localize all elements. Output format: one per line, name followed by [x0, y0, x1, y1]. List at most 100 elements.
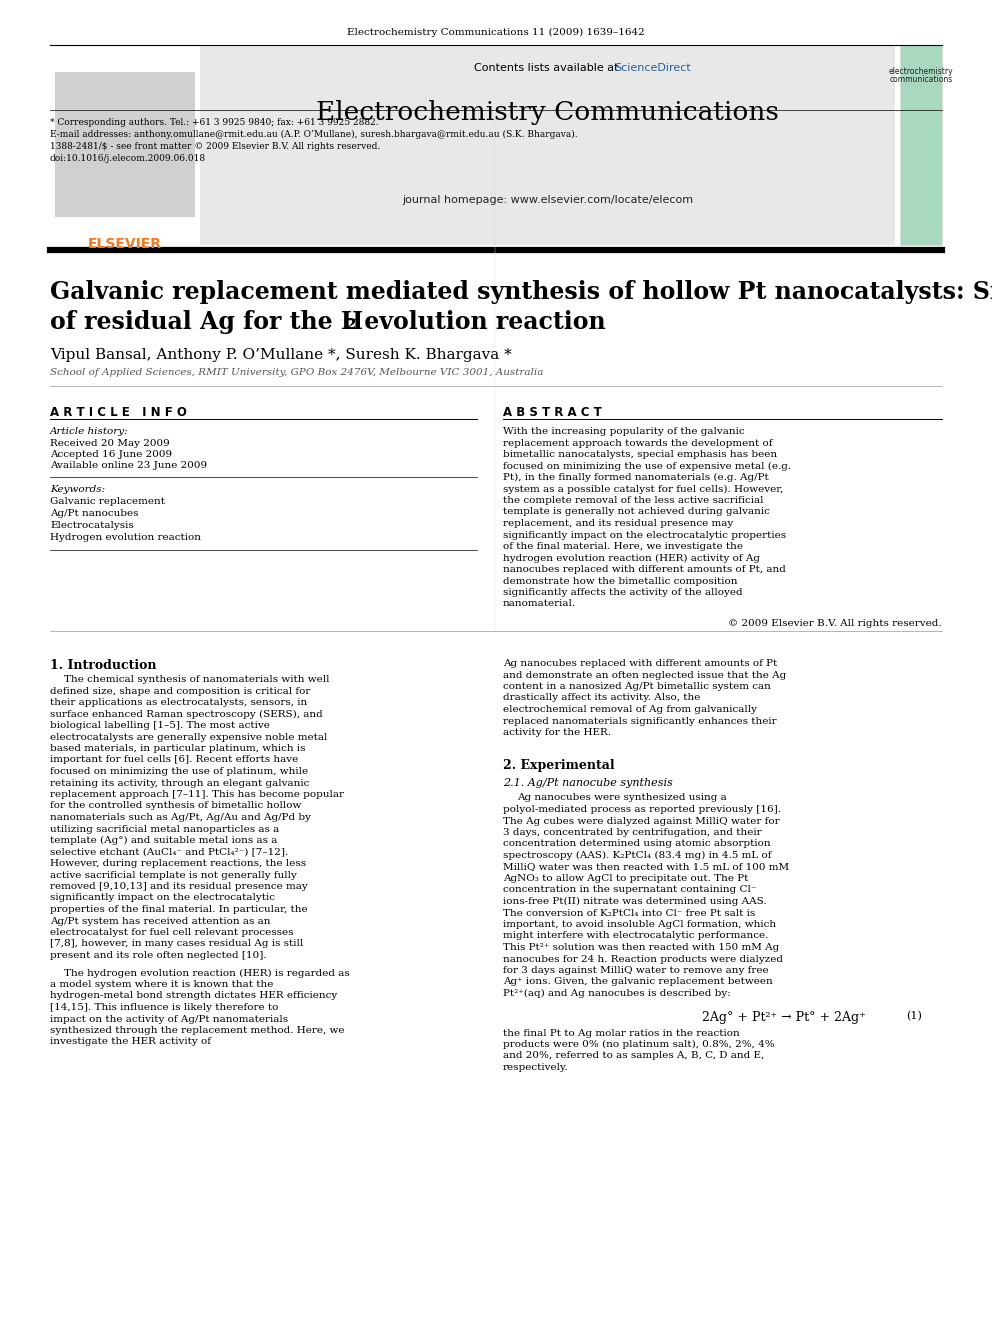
Text: template is generally not achieved during galvanic: template is generally not achieved durin… [503, 508, 770, 516]
Text: [7,8], however, in many cases residual Ag is still: [7,8], however, in many cases residual A… [50, 939, 304, 949]
Text: content in a nanosized Ag/Pt bimetallic system can: content in a nanosized Ag/Pt bimetallic … [503, 681, 771, 691]
Text: activity for the HER.: activity for the HER. [503, 728, 611, 737]
Text: the complete removal of the less active sacrificial: the complete removal of the less active … [503, 496, 764, 505]
Text: of the final material. Here, we investigate the: of the final material. Here, we investig… [503, 542, 743, 550]
Text: 1. Introduction: 1. Introduction [50, 659, 157, 672]
Text: template (Ag°) and suitable metal ions as a: template (Ag°) and suitable metal ions a… [50, 836, 278, 845]
Text: E-mail addresses: anthony.omullane@rmit.edu.au (A.P. O’Mullane), suresh.bhargava: E-mail addresses: anthony.omullane@rmit.… [50, 130, 577, 139]
Text: nanocubes for 24 h. Reaction products were dialyzed: nanocubes for 24 h. Reaction products we… [503, 954, 783, 963]
Text: important for fuel cells [6]. Recent efforts have: important for fuel cells [6]. Recent eff… [50, 755, 299, 765]
Text: replaced nanomaterials significantly enhances their: replaced nanomaterials significantly enh… [503, 717, 777, 725]
Text: significantly impact on the electrocatalytic properties: significantly impact on the electrocatal… [503, 531, 786, 540]
Text: and 20%, referred to as samples A, B, C, D and E,: and 20%, referred to as samples A, B, C,… [503, 1052, 764, 1061]
Text: bimetallic nanocatalysts, special emphasis has been: bimetallic nanocatalysts, special emphas… [503, 450, 777, 459]
Text: surface enhanced Raman spectroscopy (SERS), and: surface enhanced Raman spectroscopy (SER… [50, 709, 322, 718]
Text: AgNO₃ to allow AgCl to precipitate out. The Pt: AgNO₃ to allow AgCl to precipitate out. … [503, 875, 748, 882]
Text: active sacrificial template is not generally fully: active sacrificial template is not gener… [50, 871, 297, 880]
Text: This Pt²⁺ solution was then reacted with 150 mM Ag: This Pt²⁺ solution was then reacted with… [503, 943, 780, 953]
Text: drastically affect its activity. Also, the: drastically affect its activity. Also, t… [503, 693, 700, 703]
Text: concentration in the supernatant containing Cl⁻: concentration in the supernatant contain… [503, 885, 756, 894]
Text: Galvanic replacement: Galvanic replacement [50, 497, 165, 505]
Text: retaining its activity, through an elegant galvanic: retaining its activity, through an elega… [50, 778, 310, 787]
Text: and demonstrate an often neglected issue that the Ag: and demonstrate an often neglected issue… [503, 671, 787, 680]
Text: Contents lists available at: Contents lists available at [473, 64, 622, 73]
Text: 2: 2 [346, 318, 356, 332]
Text: Vipul Bansal, Anthony P. O’Mullane *, Suresh K. Bhargava *: Vipul Bansal, Anthony P. O’Mullane *, Su… [50, 348, 512, 363]
Text: * Corresponding authors. Tel.: +61 3 9925 9840; fax: +61 3 9925 2882.: * Corresponding authors. Tel.: +61 3 992… [50, 118, 379, 127]
Text: Ag/Pt system has received attention as an: Ag/Pt system has received attention as a… [50, 917, 271, 926]
Text: ScienceDirect: ScienceDirect [614, 64, 690, 73]
Text: However, during replacement reactions, the less: However, during replacement reactions, t… [50, 859, 307, 868]
Text: The Ag cubes were dialyzed against MilliQ water for: The Ag cubes were dialyzed against Milli… [503, 816, 780, 826]
Text: Accepted 16 June 2009: Accepted 16 June 2009 [50, 450, 173, 459]
Text: electrochemical removal of Ag from galvanically: electrochemical removal of Ag from galva… [503, 705, 757, 714]
Text: Ag⁺ ions. Given, the galvanic replacement between: Ag⁺ ions. Given, the galvanic replacemen… [503, 978, 773, 987]
Text: important, to avoid insoluble AgCl formation, which: important, to avoid insoluble AgCl forma… [503, 919, 776, 929]
Text: nanocubes replaced with different amounts of Pt, and: nanocubes replaced with different amount… [503, 565, 786, 574]
Text: impact on the activity of Ag/Pt nanomaterials: impact on the activity of Ag/Pt nanomate… [50, 1015, 288, 1024]
Text: Ag nanocubes replaced with different amounts of Pt: Ag nanocubes replaced with different amo… [503, 659, 778, 668]
Text: the final Pt to Ag molar ratios in the reaction: the final Pt to Ag molar ratios in the r… [503, 1028, 740, 1037]
Text: The chemical synthesis of nanomaterials with well: The chemical synthesis of nanomaterials … [64, 675, 329, 684]
Text: present and its role often neglected [10].: present and its role often neglected [10… [50, 951, 267, 960]
Text: 1388-2481/$ - see front matter © 2009 Elsevier B.V. All rights reserved.: 1388-2481/$ - see front matter © 2009 El… [50, 142, 380, 151]
Text: electrochemistry: electrochemistry [889, 67, 953, 75]
Text: for the controlled synthesis of bimetallic hollow: for the controlled synthesis of bimetall… [50, 802, 302, 811]
Text: The conversion of K₂PtCl₄ into Cl⁻ free Pt salt is: The conversion of K₂PtCl₄ into Cl⁻ free … [503, 909, 755, 917]
Text: electrocatalysts are generally expensive noble metal: electrocatalysts are generally expensive… [50, 733, 327, 741]
Text: electrocatalyst for fuel cell relevant processes: electrocatalyst for fuel cell relevant p… [50, 927, 294, 937]
Text: Ag/Pt nanocubes: Ag/Pt nanocubes [50, 509, 139, 519]
Text: Electrochemistry Communications: Electrochemistry Communications [316, 101, 779, 124]
Text: based materials, in particular platinum, which is: based materials, in particular platinum,… [50, 744, 306, 753]
Text: spectroscopy (AAS). K₂PtCl₄ (83.4 mg) in 4.5 mL of: spectroscopy (AAS). K₂PtCl₄ (83.4 mg) in… [503, 851, 772, 860]
Text: replacement approach [7–11]. This has become popular: replacement approach [7–11]. This has be… [50, 790, 344, 799]
Text: 3 days, concentrated by centrifugation, and their: 3 days, concentrated by centrifugation, … [503, 828, 762, 837]
Text: demonstrate how the bimetallic composition: demonstrate how the bimetallic compositi… [503, 577, 737, 586]
Text: focused on minimizing the use of expensive metal (e.g.: focused on minimizing the use of expensi… [503, 462, 792, 471]
Text: Keywords:: Keywords: [50, 486, 105, 493]
Text: communications: communications [890, 75, 952, 83]
Text: hydrogen-metal bond strength dictates HER efficiency: hydrogen-metal bond strength dictates HE… [50, 991, 337, 1000]
Text: a model system where it is known that the: a model system where it is known that th… [50, 980, 274, 990]
Text: utilizing sacrificial metal nanoparticles as a: utilizing sacrificial metal nanoparticle… [50, 824, 280, 833]
Text: their applications as electrocatalysts, sensors, in: their applications as electrocatalysts, … [50, 699, 308, 706]
Text: (1): (1) [906, 1011, 922, 1021]
Text: Galvanic replacement mediated synthesis of hollow Pt nanocatalysts: Significance: Galvanic replacement mediated synthesis … [50, 280, 992, 304]
Text: School of Applied Sciences, RMIT University, GPO Box 2476V, Melbourne VIC 3001, : School of Applied Sciences, RMIT Univers… [50, 368, 544, 377]
Text: Pt), in the finally formed nanomaterials (e.g. Ag/Pt: Pt), in the finally formed nanomaterials… [503, 474, 769, 482]
Bar [55, 71, 195, 217]
Text: for 3 days against MilliQ water to remove any free: for 3 days against MilliQ water to remov… [503, 966, 769, 975]
Text: significantly affects the activity of the alloyed: significantly affects the activity of th… [503, 587, 743, 597]
Text: nanomaterial.: nanomaterial. [503, 599, 576, 609]
Text: doi:10.1016/j.elecom.2009.06.018: doi:10.1016/j.elecom.2009.06.018 [50, 153, 206, 163]
Text: polyol-mediated process as reported previously [16].: polyol-mediated process as reported prev… [503, 804, 781, 814]
Text: journal homepage: www.elsevier.com/locate/elecom: journal homepage: www.elsevier.com/locat… [402, 194, 693, 205]
Text: removed [9,10,13] and its residual presence may: removed [9,10,13] and its residual prese… [50, 882, 308, 890]
Text: biological labelling [1–5]. The most active: biological labelling [1–5]. The most act… [50, 721, 270, 730]
Text: hydrogen evolution reaction (HER) activity of Ag: hydrogen evolution reaction (HER) activi… [503, 553, 760, 562]
Text: ELSEVIER: ELSEVIER [88, 237, 162, 251]
Text: Received 20 May 2009: Received 20 May 2009 [50, 439, 170, 448]
Text: Article history:: Article history: [50, 427, 129, 437]
Text: of residual Ag for the H: of residual Ag for the H [50, 310, 363, 333]
Text: synthesized through the replacement method. Here, we: synthesized through the replacement meth… [50, 1027, 344, 1035]
Text: replacement approach towards the development of: replacement approach towards the develop… [503, 438, 773, 447]
Text: © 2009 Elsevier B.V. All rights reserved.: © 2009 Elsevier B.V. All rights reserved… [728, 619, 942, 628]
Text: 2Ag° + Pt²⁺ → Pt° + 2Ag⁺: 2Ag° + Pt²⁺ → Pt° + 2Ag⁺ [702, 1011, 866, 1024]
Text: respectively.: respectively. [503, 1062, 568, 1072]
Text: 2. Experimental: 2. Experimental [503, 759, 615, 773]
Bar [900, 45, 942, 245]
Text: A B S T R A C T: A B S T R A C T [503, 406, 602, 419]
Text: MilliQ water was then reacted with 1.5 mL of 100 mM: MilliQ water was then reacted with 1.5 m… [503, 863, 789, 872]
Text: replacement, and its residual presence may: replacement, and its residual presence m… [503, 519, 733, 528]
Text: 2.1. Ag/Pt nanocube synthesis: 2.1. Ag/Pt nanocube synthesis [503, 778, 673, 787]
Text: defined size, shape and composition is critical for: defined size, shape and composition is c… [50, 687, 310, 696]
Text: ions-free Pt(II) nitrate was determined using AAS.: ions-free Pt(II) nitrate was determined … [503, 897, 767, 906]
Text: focused on minimizing the use of platinum, while: focused on minimizing the use of platinu… [50, 767, 309, 777]
Text: might interfere with electrocatalytic performance.: might interfere with electrocatalytic pe… [503, 931, 769, 941]
Text: With the increasing popularity of the galvanic: With the increasing popularity of the ga… [503, 427, 745, 437]
Text: evolution reaction: evolution reaction [356, 310, 606, 333]
Bar [50, 70, 200, 245]
Text: Available online 23 June 2009: Available online 23 June 2009 [50, 460, 207, 470]
Text: A R T I C L E   I N F O: A R T I C L E I N F O [50, 406, 186, 419]
